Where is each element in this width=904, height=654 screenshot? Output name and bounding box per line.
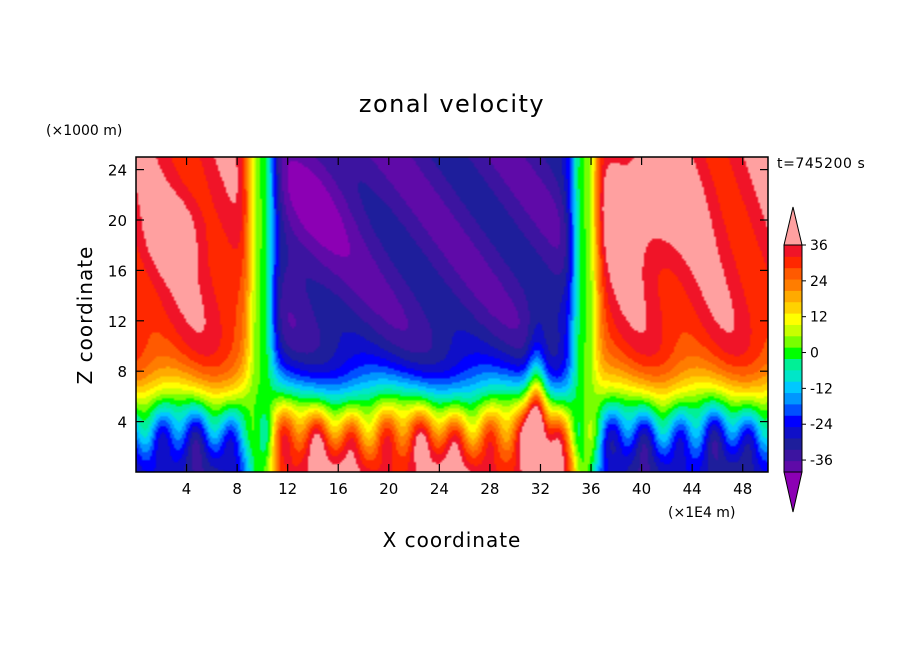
y-tick-label: 4	[117, 414, 127, 432]
colorbar-segment	[784, 437, 802, 450]
colorbar-tick-label: 24	[810, 274, 828, 290]
velocity-field	[136, 157, 768, 472]
colorbar-segment	[784, 426, 802, 439]
colorbar-segment	[784, 460, 802, 473]
colorbar-segment	[784, 358, 802, 371]
x-tick-label: 12	[278, 480, 297, 498]
x-tick-label: 40	[632, 480, 651, 498]
y-axis-ticks: 4 8 12 16 20 24	[108, 162, 768, 432]
colorbar-segment	[784, 347, 802, 359]
x-tick-label: 36	[581, 480, 600, 498]
colorbar-tick-label: -24	[810, 417, 833, 433]
colorbar-segment	[784, 403, 802, 416]
colorbar-tick-label: -36	[810, 453, 833, 469]
chart-title: zonal velocity	[359, 90, 545, 118]
y-tick-label: 16	[108, 262, 127, 280]
colorbar-segment	[784, 279, 802, 291]
colorbar-frame	[783, 244, 803, 473]
y-tick-label: 20	[108, 212, 127, 230]
colorbar-segment	[784, 381, 802, 394]
colorbar-segment	[784, 301, 802, 314]
colorbar-segment	[784, 290, 802, 303]
colorbar-tick-label: -12	[810, 381, 833, 397]
x-tick-label: 24	[430, 480, 449, 498]
colorbar-segment	[784, 324, 802, 337]
x-axis-ticks: 4 8 12 16 20 24 28 32 36 40 44 48	[182, 157, 752, 498]
y-tick-label: 24	[108, 162, 127, 180]
colorbar-segment	[784, 313, 802, 325]
colorbar: -36 -24 -12 0 12 24 36	[783, 206, 833, 513]
x-tick-label: 32	[531, 480, 550, 498]
x-tick-label: 4	[182, 480, 192, 498]
x-axis-label: X coordinate	[383, 528, 522, 552]
plot-area	[135, 156, 769, 473]
colorbar-tick-label: 36	[810, 238, 828, 254]
y-axis-label: Z coordinate	[73, 246, 97, 385]
y-units-label: (×1000 m)	[46, 123, 122, 139]
y-tick-label: 12	[108, 313, 127, 331]
x-tick-label: 16	[329, 480, 348, 498]
plot-frame	[135, 156, 769, 473]
x-tick-label: 28	[480, 480, 499, 498]
y-tick-label: 8	[117, 363, 127, 381]
x-tick-label: 48	[733, 480, 752, 498]
colorbar-segment	[784, 267, 802, 280]
time-label: t=745200 s	[777, 156, 865, 172]
colorbar-segment	[784, 415, 802, 428]
x-tick-label: 20	[379, 480, 398, 498]
x-units-label: (×1E4 m)	[668, 505, 735, 521]
colorbar-segment	[784, 256, 802, 269]
colorbar-tick-label: 0	[810, 346, 819, 362]
colorbar-tick-label: 12	[810, 310, 828, 326]
colorbar-extend-max	[783, 206, 803, 246]
x-tick-label: 44	[683, 480, 702, 498]
colorbar-segment	[784, 392, 802, 405]
colorbar-segment	[784, 245, 802, 257]
colorbar-segment	[784, 335, 802, 348]
x-tick-label: 8	[232, 480, 242, 498]
colorbar-segment	[784, 369, 802, 382]
colorbar-segment	[784, 449, 802, 462]
colorbar-extend-min	[783, 471, 803, 513]
